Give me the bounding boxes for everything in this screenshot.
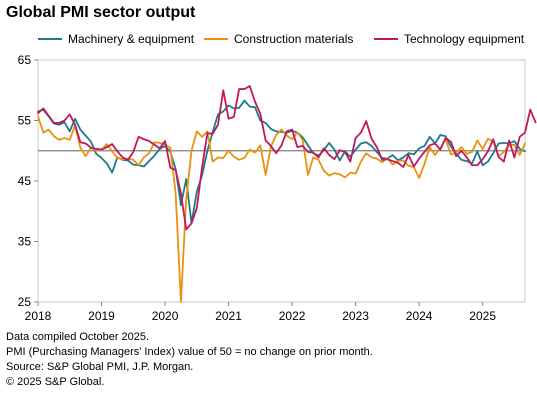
chart-notes: Data compiled October 2025. PMI (Purchas… [6, 330, 373, 390]
x-tick-label-2022: 2022 [279, 309, 306, 323]
x-tick-label-2025: 2025 [469, 309, 496, 323]
x-tick-label-2020: 2020 [152, 309, 179, 323]
legend-label-machinery: Machinery & equipment [68, 32, 195, 46]
note-compiled: Data compiled October 2025. [6, 331, 150, 343]
plot-frame [37, 59, 526, 303]
legend-item-construction: Construction materials [204, 30, 353, 48]
legend-item-technology: Technology equipment [374, 30, 524, 48]
legend-label-technology: Technology equipment [404, 32, 525, 46]
line-chart: 25 35 45 55 65 2018 2019 2020 2021 2022 2023 2024 20… [18, 53, 537, 323]
y-tick-label-25: 25 [18, 295, 32, 309]
y-tick-label-55: 55 [18, 114, 32, 128]
legend-swatch-machinery [38, 38, 62, 40]
y-tick-label-45: 45 [18, 174, 32, 188]
series-line-machinery [37, 99, 526, 225]
x-tick-label-2024: 2024 [406, 309, 433, 323]
legend: Machinery & equipment Construction mater… [0, 30, 537, 48]
note-copyright: © 2025 S&P Global. [6, 376, 105, 388]
legend-item-machinery: Machinery & equipment [38, 30, 194, 48]
chart-title: Global PMI sector output [6, 4, 196, 21]
x-tick-label-2018: 2018 [25, 309, 52, 323]
x-tick-label-2023: 2023 [342, 309, 369, 323]
note-pmi-definition: PMI (Purchasing Managers' Index) value o… [6, 346, 373, 358]
series-line-technology [37, 85, 537, 231]
legend-label-construction: Construction materials [234, 32, 354, 46]
x-tick-label-2019: 2019 [88, 309, 115, 323]
legend-swatch-technology [374, 38, 398, 40]
note-source: Source: S&P Global PMI, J.P. Morgan. [6, 361, 194, 373]
legend-swatch-construction [204, 38, 228, 40]
y-tick-label-35: 35 [18, 235, 32, 249]
y-tick-label-65: 65 [18, 53, 32, 67]
x-tick-label-2021: 2021 [215, 309, 242, 323]
